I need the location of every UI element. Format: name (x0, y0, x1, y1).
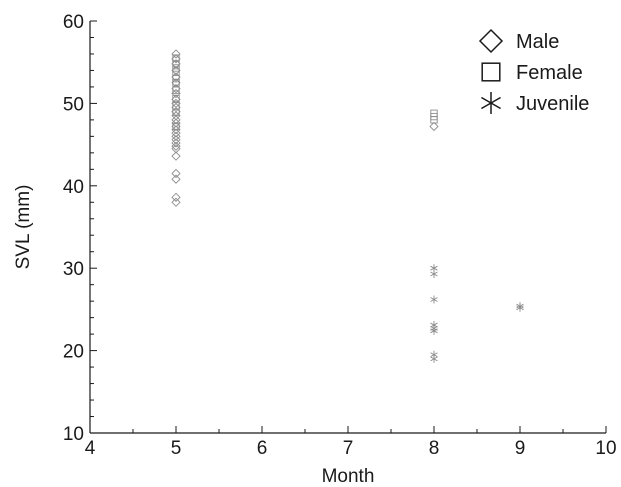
x-tick-label: 9 (515, 438, 526, 459)
legend-label-female: Female (516, 62, 583, 84)
legend-marker-juvenile (481, 92, 501, 114)
axis-ticks: 10 20 30 40 50 60 4 5 6 7 8 9 10 (63, 12, 617, 459)
data-point-female (172, 79, 180, 87)
data-point-juvenile (430, 269, 438, 278)
legend-marker-male (478, 28, 504, 54)
data-point-female (172, 54, 180, 62)
data-point-female (172, 86, 180, 94)
data-point-female (430, 116, 438, 124)
legend-label-juvenile: Juvenile (516, 93, 589, 115)
y-tick-label: 60 (63, 12, 84, 33)
data-point-juvenile (430, 354, 438, 363)
y-tick-label: 50 (63, 94, 84, 115)
data-point-male (429, 121, 439, 132)
x-axis-title: Month (322, 466, 375, 487)
y-tick-label: 20 (63, 342, 84, 363)
x-tick-label: 6 (257, 438, 268, 459)
legend: Male Female Juvenile (478, 28, 589, 115)
data-point-female (172, 122, 180, 131)
legend-marker-female (481, 62, 501, 82)
data-point-male (171, 141, 181, 151)
data-point-juvenile (430, 295, 438, 304)
data-point-juvenile (516, 303, 524, 312)
data-point-female (172, 60, 180, 68)
data-point-male (171, 192, 181, 202)
data-point-male (171, 118, 181, 128)
data-point-male (171, 138, 181, 148)
x-tick-label: 7 (343, 438, 354, 459)
data-point-male (171, 59, 181, 69)
data-point-male (171, 125, 181, 135)
legend-label-male: Male (516, 31, 559, 53)
data-point-male (171, 174, 181, 184)
data-point-male (171, 151, 181, 161)
data-point-male (171, 131, 181, 141)
data-point-female (172, 108, 180, 117)
data-point-male (171, 197, 181, 207)
data-point-male (171, 135, 181, 145)
x-tick-label: 8 (429, 438, 440, 459)
x-tick-label: 10 (595, 438, 616, 459)
data-point-female (172, 94, 180, 103)
x-tick-label: 5 (171, 438, 182, 459)
data-point-male (171, 49, 181, 59)
x-tick-label: 4 (85, 438, 96, 459)
data-point-male (171, 121, 181, 132)
data-point-male (171, 168, 181, 179)
y-tick-label: 10 (63, 424, 84, 445)
data-point-male (171, 128, 181, 138)
data-point-male (171, 115, 181, 125)
data-point-juvenile (430, 326, 438, 335)
data-point-female (172, 75, 180, 83)
data-point-male (171, 88, 181, 99)
data-points (171, 49, 524, 363)
y-tick-label: 30 (63, 259, 84, 280)
y-axis-title: SVL (mm) (13, 185, 34, 270)
y-tick-label: 40 (63, 177, 84, 198)
data-point-female (172, 64, 180, 72)
data-point-male (171, 54, 181, 64)
